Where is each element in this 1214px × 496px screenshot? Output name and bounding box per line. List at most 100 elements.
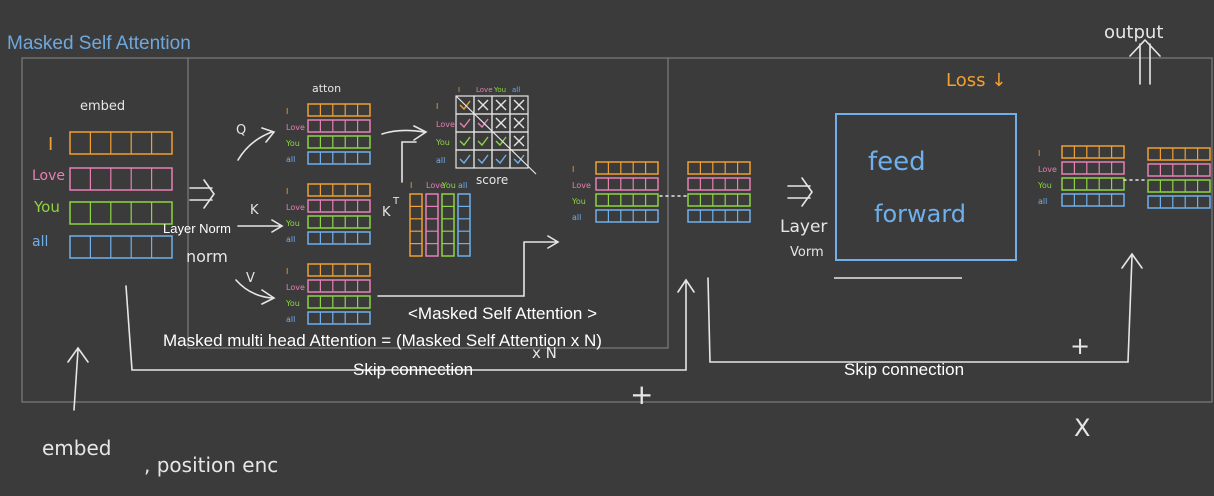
attn-out-matrix-2-row-3 xyxy=(687,209,751,223)
q-token-1: Love xyxy=(286,123,305,132)
skip-line-2 xyxy=(707,252,1143,363)
ffn-out-token-1: Love xyxy=(1038,165,1057,174)
attention-frame xyxy=(187,57,669,349)
ffn-out-matrix-row-1 xyxy=(1061,161,1125,175)
score-cell-3 xyxy=(509,95,529,115)
position-enc-label: , position enc xyxy=(144,453,278,477)
forward-label: forward xyxy=(874,200,966,228)
score-cell-10 xyxy=(491,131,511,151)
score-cell-6 xyxy=(491,113,511,133)
attn-out-matrix xyxy=(595,161,659,223)
kt-sup-label: T xyxy=(392,196,400,207)
ffn-out-matrix-row-2 xyxy=(1061,177,1125,191)
q-token-3: all xyxy=(286,155,295,164)
v-token-0: I xyxy=(286,267,288,276)
kt-token-0: I xyxy=(410,181,412,190)
v-matrix-row-2 xyxy=(307,295,371,309)
q-matrix-row-0 xyxy=(307,103,371,117)
attn-out-matrix-2-row-0 xyxy=(687,161,751,175)
vorm-label: Vorm xyxy=(790,245,824,260)
qkv-matrices: I Love You all I Love You all I Love You all xyxy=(285,103,371,325)
arrow-embed-to-norm xyxy=(189,179,215,209)
attn-out-token-0: I xyxy=(572,165,574,174)
ffn-out-token-0: I xyxy=(1038,149,1040,158)
arrow-v xyxy=(235,279,276,305)
attn-out-matrix-row-0 xyxy=(595,161,659,175)
score-cell-13 xyxy=(473,149,493,169)
embed-token-rows: I Love You all xyxy=(32,131,173,259)
score-cell-12 xyxy=(455,149,475,169)
ffn-out-matrix xyxy=(1061,145,1125,207)
embed-up-arrow xyxy=(67,346,89,411)
attn-out-matrix-row-3 xyxy=(595,209,659,223)
kt-token-2: You xyxy=(441,181,456,190)
ffn-out-matrix-row-3 xyxy=(1061,193,1125,207)
score-label: score xyxy=(476,173,508,187)
layer-label: Layer xyxy=(780,217,827,237)
score-row-token-3: all xyxy=(436,156,445,165)
score-cell-15 xyxy=(509,149,529,169)
v-matrix-row-3 xyxy=(307,311,371,325)
score-col-token-0: I xyxy=(458,86,460,94)
feed-forward-box xyxy=(835,113,1017,261)
atton-label: atton xyxy=(312,82,341,95)
arrow-to-layer-norm xyxy=(787,177,813,207)
skip-connection-label-1: Skip connection xyxy=(353,360,473,379)
skip-line-1 xyxy=(125,278,695,371)
embed-row-3 xyxy=(69,235,173,259)
v-matrix-row-1 xyxy=(307,279,371,293)
k-matrix-row-0 xyxy=(307,183,371,197)
score-col-labels: I Love You all xyxy=(458,86,520,94)
ffn-out-matrix-2-row-0 xyxy=(1147,147,1211,161)
ffn-out-matrix-2 xyxy=(1147,147,1211,209)
attn-out-token-2: You xyxy=(571,197,586,206)
embed-token-2: You xyxy=(33,198,60,216)
output-matrices: I Love You all I Love You all xyxy=(571,145,1211,223)
score-col-token-1: Love xyxy=(476,86,493,94)
v-matrix-row-0 xyxy=(307,263,371,277)
v-token-2: You xyxy=(285,299,300,308)
kt-column-1 xyxy=(425,193,439,257)
embed-token-0: I xyxy=(48,134,53,155)
score-cell-4 xyxy=(455,113,475,133)
embed-label-bottom: embed xyxy=(42,436,111,460)
attn-out-token-3: all xyxy=(572,213,581,222)
ffn-out-matrix-row-0 xyxy=(1061,145,1125,159)
k-matrix-row-3 xyxy=(307,231,371,245)
q-token-0: I xyxy=(286,107,288,116)
embed-row-2 xyxy=(69,201,173,225)
page-title: Masked Self Attention xyxy=(7,33,191,54)
score-cell-8 xyxy=(455,131,475,151)
arrow-k-to-score xyxy=(401,141,417,183)
embed-row-1 xyxy=(69,167,173,191)
embed-row-0 xyxy=(69,131,173,155)
score-cell-11 xyxy=(509,131,529,151)
v-token-3: all xyxy=(286,315,295,324)
attn-out-matrix-row-1 xyxy=(595,177,659,191)
score-cell-1 xyxy=(473,95,493,115)
kt-token-1: Love xyxy=(426,181,445,190)
ffn-out-token-3: all xyxy=(1038,197,1047,206)
attn-out-matrix-2-row-2 xyxy=(687,193,751,207)
score-row-token-2: You xyxy=(435,138,450,147)
v-label: V xyxy=(246,271,255,286)
embed-token-1: Love xyxy=(32,168,65,184)
score-col-token-3: all xyxy=(512,86,520,94)
q-matrix-row-3 xyxy=(307,151,371,165)
layer-norm-caption: Layer Norm xyxy=(163,221,231,236)
attn-out-matrix-2-row-1 xyxy=(687,177,751,191)
k-token-0: I xyxy=(286,187,288,196)
score-diagonal-strike xyxy=(455,95,537,175)
v-matrix xyxy=(307,263,371,325)
embed-label-top: embed xyxy=(80,99,125,114)
k-label: K xyxy=(250,203,259,218)
attn-out-matrix-row-2 xyxy=(595,193,659,207)
kt-label: K xyxy=(382,205,391,220)
plus-label-1: + xyxy=(630,378,653,411)
q-matrix-row-1 xyxy=(307,119,371,133)
arrow-q-to-score xyxy=(381,125,428,141)
score-cell-7 xyxy=(509,113,529,133)
